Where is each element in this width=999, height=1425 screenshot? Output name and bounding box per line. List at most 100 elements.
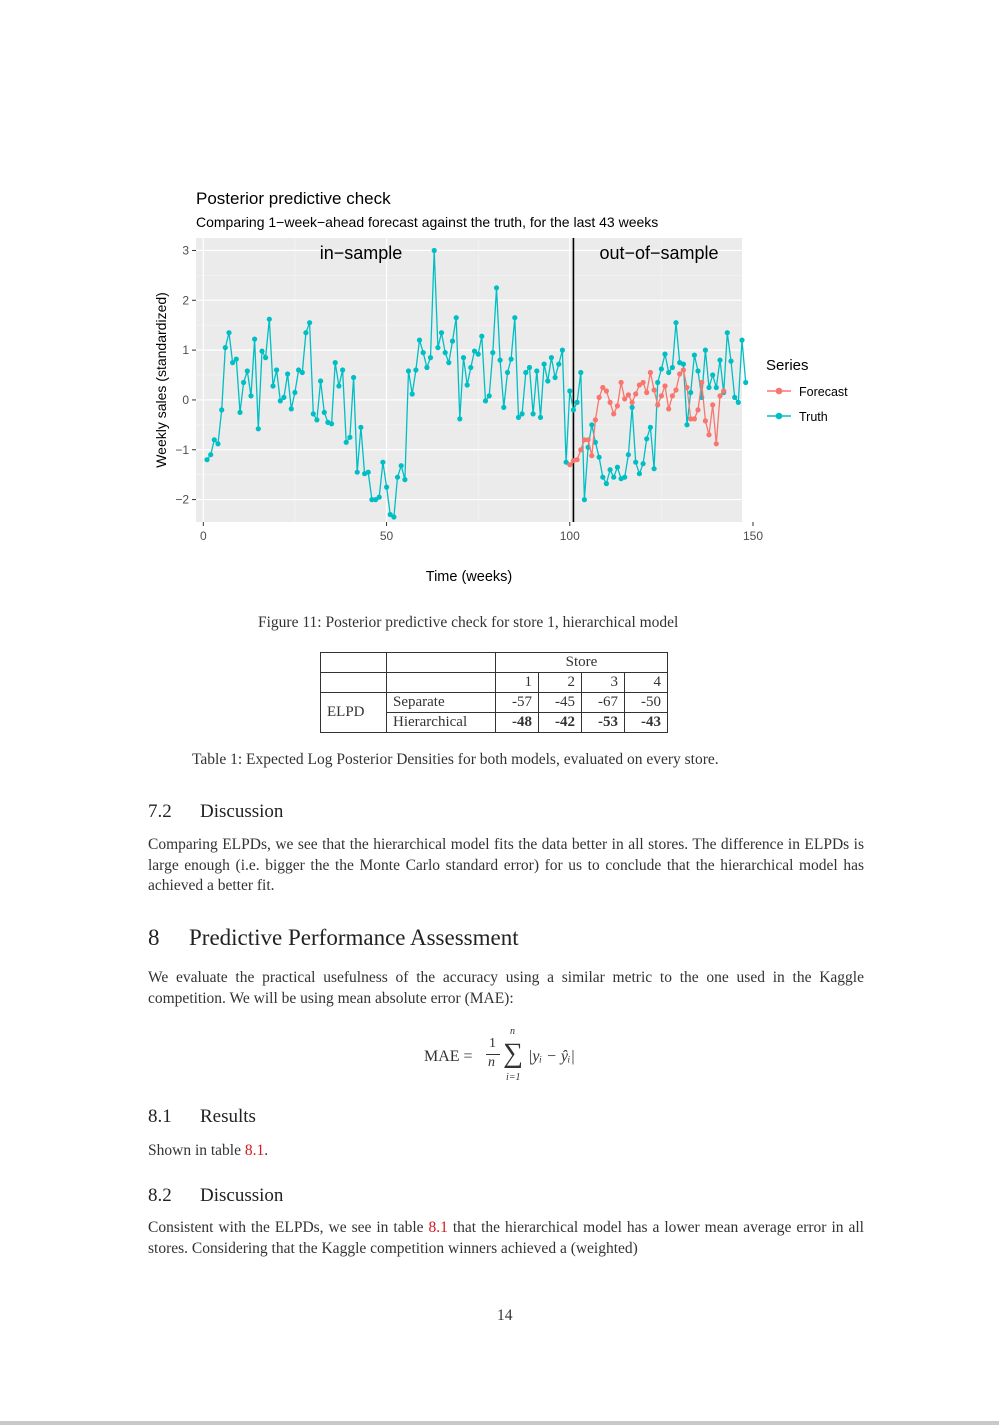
data-point [684, 422, 690, 428]
data-point [288, 406, 294, 412]
store-col-1: 1 [495, 672, 539, 693]
data-point [263, 355, 269, 361]
data-point [691, 352, 698, 358]
data-point [405, 368, 412, 374]
data-point [303, 330, 309, 336]
data-point [427, 355, 434, 361]
data-point [222, 345, 228, 351]
data-point [603, 388, 609, 394]
data-point [647, 424, 653, 430]
data-point [515, 414, 522, 420]
data-point [600, 384, 606, 391]
data-point [633, 459, 639, 465]
data-point [310, 411, 316, 417]
data-point [545, 378, 551, 384]
legend: Series Forecast Truth [766, 357, 848, 424]
data-point [548, 355, 554, 361]
legend-forecast-marker [775, 387, 783, 395]
mae-formula: MAE = 1 n n ∑ i=1 |yᵢ − ŷᵢ| [424, 1026, 624, 1092]
data-point [321, 409, 327, 415]
data-point [567, 388, 573, 394]
legend-forecast-label: Forecast [799, 385, 848, 399]
data-point [622, 396, 628, 402]
data-point [662, 383, 668, 389]
data-point [402, 477, 408, 483]
legend-truth-marker [775, 412, 783, 420]
data-point [343, 439, 349, 445]
data-point [713, 384, 719, 391]
data-point [391, 514, 397, 520]
data-point [710, 372, 716, 378]
data-point [655, 379, 661, 386]
data-point [673, 387, 679, 393]
data-point [644, 389, 650, 396]
data-point [468, 364, 474, 371]
data-point [556, 361, 562, 367]
y-tick-label: 1 [182, 343, 189, 357]
data-point [629, 399, 635, 405]
data-point [332, 360, 338, 366]
data-point [567, 462, 573, 468]
formula-sum-symbol: ∑ [503, 1038, 523, 1069]
data-point [666, 406, 672, 412]
data-point [739, 337, 745, 343]
data-point [581, 497, 587, 503]
data-point [537, 414, 544, 420]
data-point [523, 369, 529, 376]
data-point [219, 407, 225, 413]
data-point [398, 463, 404, 469]
data-point [482, 398, 489, 404]
data-point [614, 464, 620, 470]
data-point [464, 382, 470, 388]
data-point [666, 369, 672, 376]
data-point [409, 391, 415, 397]
data-point [435, 345, 441, 351]
data-point [669, 364, 676, 371]
table-reference-link[interactable]: 8.1 [428, 1219, 448, 1236]
x-tick-label: 0 [200, 529, 207, 543]
data-point [589, 453, 595, 459]
data-point [651, 466, 657, 472]
data-point [559, 347, 565, 353]
data-point [633, 391, 639, 397]
table-cell: -48 [495, 712, 539, 733]
data-point [688, 416, 694, 422]
data-point [695, 407, 701, 413]
data-point [574, 457, 580, 463]
data-point [592, 439, 598, 445]
elpd-row-label: ELPD [320, 692, 387, 733]
grid-lines [196, 238, 754, 522]
data-point [640, 461, 646, 467]
chart-title: Posterior predictive check [196, 189, 391, 208]
data-point [658, 366, 665, 372]
data-point [526, 364, 533, 371]
store-header: Store [495, 652, 668, 673]
data-point [413, 367, 419, 373]
formula-denominator: n [488, 1055, 495, 1070]
model-separate: Separate [386, 692, 496, 713]
data-point [358, 424, 364, 430]
section-heading-8-1: 8.1 Results [148, 1106, 256, 1127]
data-point [431, 247, 437, 254]
section-7-2-text: Comparing ELPDs, we see that the hierarc… [148, 836, 864, 894]
section-8-2-text: Consistent with the ELPDs, we see in tab… [148, 1219, 864, 1257]
data-point [519, 411, 525, 417]
data-point [636, 382, 642, 388]
table-reference-link[interactable]: 8.1 [244, 1142, 265, 1159]
data-point [237, 409, 243, 415]
data-point [512, 315, 518, 321]
data-point [241, 379, 247, 386]
data-point [721, 388, 727, 394]
data-point [625, 392, 631, 398]
formula-body: |yᵢ − ŷᵢ| [528, 1048, 575, 1065]
data-point [717, 357, 723, 363]
data-point [673, 320, 679, 326]
data-point [611, 411, 617, 417]
table-cell: -45 [538, 692, 582, 713]
data-point [622, 474, 628, 480]
data-point [644, 436, 650, 442]
section-8-1-text: Shown in table 8.1. [148, 1142, 269, 1159]
table-cell: -42 [538, 712, 582, 733]
page-edge [0, 1421, 999, 1425]
data-point [248, 393, 254, 399]
